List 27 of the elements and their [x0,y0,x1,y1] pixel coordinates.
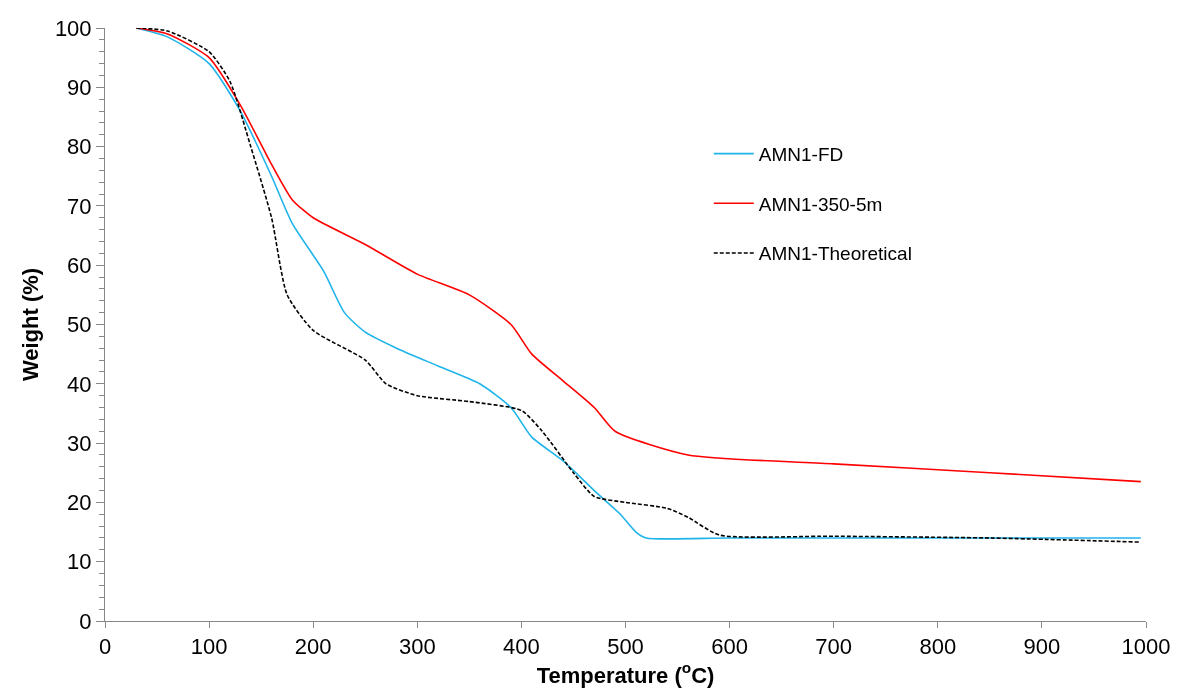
x-tick-label: 0 [98,634,112,660]
x-tick-label: 400 [503,634,540,660]
legend-label: AMN1-FD [758,144,844,165]
y-tick-label: 0 [79,608,92,634]
x-tick-label: 900 [1023,634,1061,660]
y-tick-label: 100 [54,15,92,41]
y-tick-label: 60 [67,252,92,278]
y-tick-label: 70 [67,193,92,219]
legend-label: AMN1-Theoretical [758,243,912,265]
x-tick-label: 100 [190,634,228,660]
x-tick-label: 600 [711,634,748,660]
x-tick-label: 800 [919,634,957,660]
x-tick-label: 300 [398,634,436,660]
y-tick-label: 30 [67,430,92,456]
x-tick-label: 1000 [1121,634,1171,660]
x-tick-label: 500 [607,634,644,660]
x-tick-label: 700 [815,634,853,660]
x-axis-title: Temperature ($^{o}$C) [536,659,715,688]
y-tick-label: 10 [67,549,92,575]
y-tick-label: 90 [67,75,92,100]
y-tick-label: 20 [67,490,92,516]
y-tick-label: 40 [67,371,92,397]
y-tick-label: 50 [67,312,92,338]
legend-label: AMN1-350-5m [758,193,883,215]
y-tick-label: 80 [67,134,92,160]
y-axis-title: Weight (%) [17,267,43,382]
x-tick-label: 200 [294,634,332,660]
